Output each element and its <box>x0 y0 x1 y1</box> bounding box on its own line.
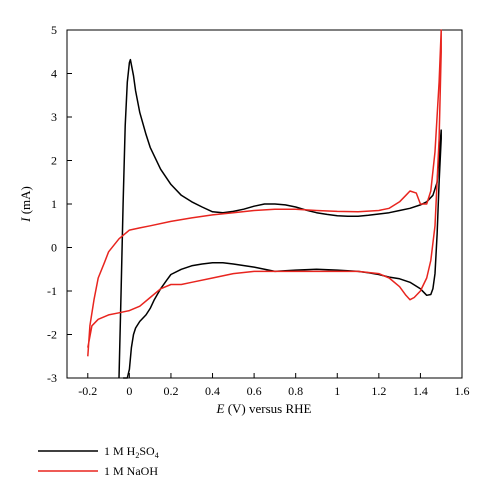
y-tick-label: 3 <box>51 110 57 124</box>
x-tick-label: 1.2 <box>371 384 386 398</box>
legend-h2so4-sub2: 4 <box>155 451 159 460</box>
legend-h2so4-sub1: 2 <box>135 451 139 460</box>
y-tick-label: -3 <box>47 371 57 385</box>
y-tick-label: 4 <box>51 67 57 81</box>
x-tick-label: 0.4 <box>205 384 220 398</box>
x-axis-unit-text: (V) versus RHE <box>224 401 311 416</box>
y-tick-label: 2 <box>51 154 57 168</box>
y-tick-label: -2 <box>47 328 57 342</box>
legend-label-h2so4: 1 M H2SO4 <box>104 444 159 460</box>
y-axis-title: I (mA) <box>18 186 33 223</box>
legend-h2so4-mid: SO <box>139 444 155 458</box>
legend: 1 M H2SO4 1 M NaOH <box>38 444 159 478</box>
x-axis-ticks: -0.2 0 0.2 0.4 0.6 0.8 1 1.2 1.4 1.6 <box>78 373 470 398</box>
x-axis-variable: E <box>216 401 225 416</box>
legend-h2so4-main: 1 M H <box>104 444 136 458</box>
y-axis-ticks: -3 -2 -1 0 1 2 3 4 5 <box>47 23 72 385</box>
x-tick-label: 0.2 <box>163 384 178 398</box>
x-tick-label: 1 <box>334 384 340 398</box>
y-tick-label: -1 <box>47 284 57 298</box>
y-axis-unit-text: (mA) <box>18 186 33 217</box>
y-tick-label: 5 <box>51 23 57 37</box>
x-tick-label: -0.2 <box>78 384 97 398</box>
y-axis-variable: I <box>18 217 33 223</box>
legend-label-naoh: 1 M NaOH <box>104 464 158 478</box>
series-layer <box>87 29 442 379</box>
x-tick-label: 1.6 <box>455 384 470 398</box>
x-tick-label: 0 <box>126 384 132 398</box>
x-tick-label: 0.6 <box>247 384 262 398</box>
series-line-h2so4 <box>118 58 442 379</box>
series-line-naoh <box>87 29 442 357</box>
x-axis-title: E (V) versus RHE <box>216 401 312 416</box>
y-tick-label: 0 <box>51 241 57 255</box>
x-tick-label: 0.8 <box>288 384 303 398</box>
y-tick-label: 1 <box>51 197 57 211</box>
x-tick-label: 1.4 <box>413 384 428 398</box>
